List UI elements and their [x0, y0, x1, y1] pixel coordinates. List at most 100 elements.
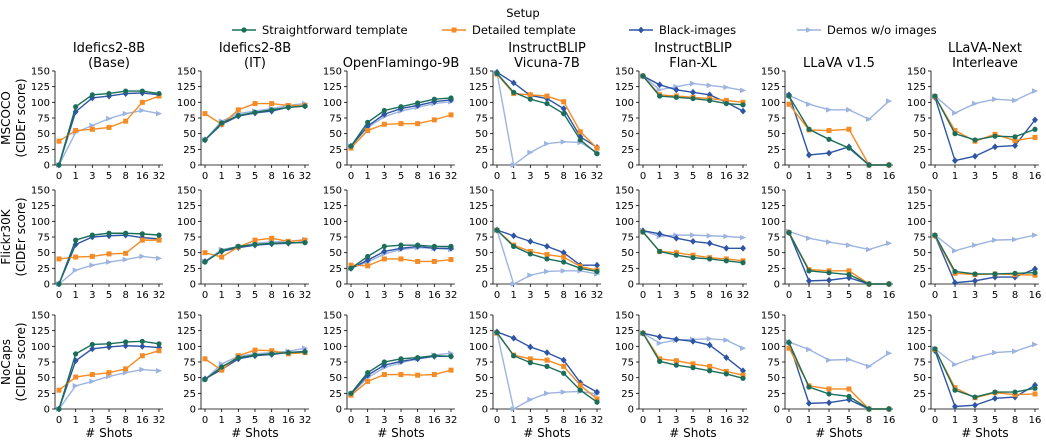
y-tick-label: 100: [907, 217, 926, 228]
data-point: [740, 375, 746, 381]
column-title: Interleave: [952, 56, 1018, 71]
data-point: [156, 367, 163, 374]
y-tick-label: 0: [628, 161, 634, 172]
legend-label: Black-images: [659, 23, 736, 37]
data-point: [285, 240, 291, 246]
data-point: [992, 96, 999, 102]
y-tick-label: 0: [482, 161, 488, 172]
x-tick-label: 16: [883, 290, 896, 301]
y-tick-label: 150: [177, 186, 196, 197]
data-point: [594, 261, 600, 269]
data-point: [723, 97, 729, 103]
series-demos-w-o-images: [786, 228, 893, 253]
data-point: [73, 128, 79, 134]
data-point: [269, 351, 275, 357]
data-point: [846, 107, 853, 113]
x-tick-label: 8: [122, 171, 128, 182]
x-tick-label: 16: [136, 415, 149, 426]
data-point: [106, 230, 112, 236]
data-point: [952, 157, 958, 165]
series-straightforward-template: [494, 227, 600, 275]
y-tick-label: 75: [183, 114, 196, 125]
panel-r1-c5: 0 25 50 75 100 125 150 0 1 3 5 8 16: [761, 186, 895, 302]
series-straightforward-template: [202, 349, 308, 383]
data-point: [992, 389, 998, 395]
x-tick-label: 5: [398, 415, 404, 426]
data-point: [846, 356, 853, 363]
x-tick-label: 8: [1012, 290, 1018, 301]
data-point: [219, 120, 225, 126]
data-point: [235, 112, 241, 119]
data-point: [656, 333, 663, 341]
data-point: [656, 340, 663, 346]
data-point: [510, 162, 517, 168]
data-point: [577, 137, 583, 143]
y-tick-label: 150: [177, 67, 196, 78]
y-tick-label: 75: [183, 358, 196, 369]
legend-marker: [638, 26, 644, 34]
y-tick-label: 125: [323, 82, 342, 93]
data-point: [544, 93, 550, 99]
series-line: [496, 72, 598, 167]
y-tick-label: 100: [761, 98, 780, 109]
y-tick-label: 125: [907, 82, 926, 93]
data-point: [886, 350, 893, 357]
data-point: [886, 162, 892, 168]
data-point: [235, 107, 241, 113]
data-point: [560, 389, 567, 395]
y-tick-label: 0: [44, 280, 50, 291]
legend: Setup Straightforward template Detailed t…: [232, 6, 937, 37]
data-point: [952, 361, 959, 368]
x-tick-label: 16: [428, 290, 441, 301]
data-point: [806, 151, 812, 159]
series-demos-w-o-images: [56, 253, 163, 287]
x-tick-label: 5: [252, 415, 258, 426]
x-tick-label: 1: [364, 415, 370, 426]
x-tick-label: 1: [656, 290, 662, 301]
series-line: [788, 103, 889, 166]
data-point: [740, 107, 746, 115]
data-point: [972, 354, 979, 361]
x-tick-label: 3: [89, 415, 95, 426]
data-point: [269, 348, 275, 354]
data-point: [594, 388, 600, 396]
x-tick-label: 0: [348, 415, 354, 426]
y-tick-label: 100: [907, 342, 926, 353]
data-point: [544, 140, 551, 147]
y-tick-label: 0: [774, 280, 780, 291]
data-point: [156, 348, 162, 354]
y-tick-label: 75: [913, 114, 926, 125]
y-tick-label: 125: [615, 82, 634, 93]
x-tick-label: 0: [932, 171, 938, 182]
data-point: [786, 230, 792, 236]
y-tick-label: 100: [177, 342, 196, 353]
legend-entry-detailed-template: Detailed template: [442, 23, 576, 37]
y-tick-label: 25: [329, 389, 342, 400]
x-tick-label: 8: [414, 290, 420, 301]
data-point: [561, 370, 567, 376]
x-tick-label: 8: [268, 415, 274, 426]
y-tick-label: 50: [767, 129, 780, 140]
data-point: [139, 231, 145, 237]
data-point: [826, 107, 833, 113]
y-tick-label: 0: [920, 405, 926, 416]
series-line: [788, 230, 890, 251]
data-point: [123, 88, 129, 94]
x-tick-label: 3: [381, 171, 387, 182]
series-black-images: [640, 72, 746, 115]
row-ylabel: (CIDEr score): [14, 322, 28, 401]
axes-spine: [200, 71, 309, 166]
y-tick-label: 100: [323, 217, 342, 228]
row-ylabel: (CIDEr score): [14, 78, 28, 157]
data-point: [640, 73, 646, 79]
data-point: [690, 95, 696, 102]
data-point: [527, 360, 533, 366]
x-tick-label: 8: [706, 171, 712, 182]
data-point: [640, 330, 646, 336]
series-line: [788, 94, 890, 121]
data-point: [448, 95, 454, 101]
data-point: [56, 281, 62, 287]
x-tick-label: 8: [560, 171, 566, 182]
